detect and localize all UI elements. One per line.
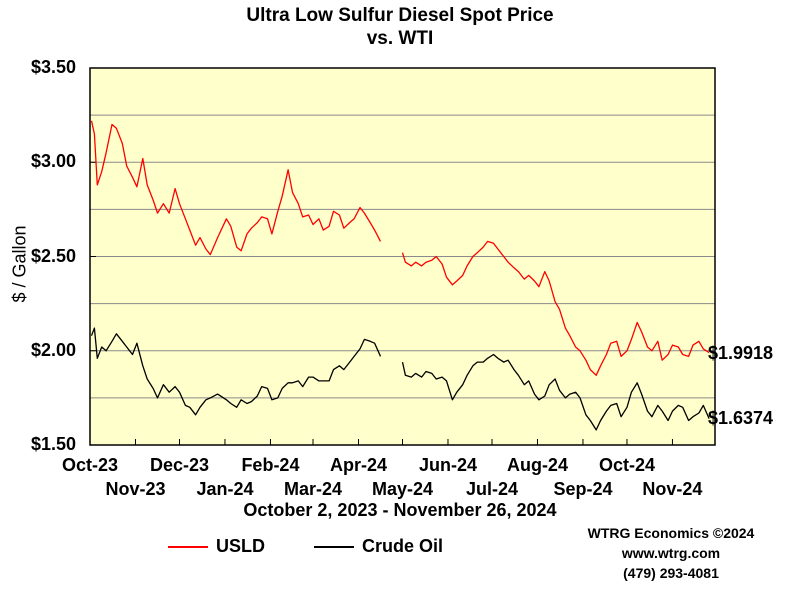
- x-tick-label: Apr-24: [329, 455, 387, 475]
- usld-series-line: [90, 120, 382, 256]
- x-tick-label: Jun-24: [418, 455, 477, 475]
- crude-series-line: [90, 327, 382, 416]
- x-tick-label: May-24: [371, 479, 434, 499]
- x-tick-label: Oct-24: [598, 455, 655, 475]
- x-tick-label: Nov-24: [642, 479, 703, 499]
- usld-end-value-label: $1.9918: [708, 343, 774, 363]
- x-tick-label: Jan-24: [196, 479, 254, 499]
- legend-crude-label: Crude Oil: [362, 536, 444, 556]
- x-tick-label: Feb-24: [241, 455, 300, 475]
- x-tick-label: Oct-23: [61, 455, 119, 475]
- x-tick-label: Sep-24: [553, 479, 613, 499]
- plot-border: [89, 67, 716, 446]
- y-tick-label: $3.00: [30, 151, 76, 172]
- credit-company: WTRG Economics ©2024: [587, 525, 755, 541]
- x-axis-label: October 2, 2023 - November 26, 2024: [243, 500, 557, 520]
- legend-usld: USLD: [168, 536, 265, 557]
- legend-crude-swatch: [314, 546, 354, 549]
- legend-usld-swatch: [168, 546, 208, 549]
- y-tick-label: $1.50: [30, 434, 76, 454]
- crude-end-value-label: $1.6374: [708, 408, 774, 428]
- y-tick-label: $3.50: [30, 57, 76, 77]
- crude-series-line: [401, 353, 710, 431]
- x-tick-label: Nov-23: [105, 479, 166, 499]
- y-tick-label: $2.50: [30, 245, 76, 266]
- credit-phone: (479) 293-4081: [623, 565, 719, 581]
- credit-website: www.wtrg.com: [621, 545, 721, 561]
- subtitle-line: vs. WTI: [366, 28, 434, 49]
- legend-crude: Crude Oil: [314, 536, 443, 557]
- x-tick-label: Jul-24: [465, 479, 518, 499]
- chart-title: Ultra Low Sulfur Diesel Spot Price vs. W…: [0, 4, 800, 50]
- x-tick-label: Mar-24: [283, 479, 343, 499]
- x-tick-label: Dec-23: [149, 455, 209, 475]
- title-line: Ultra Low Sulfur Diesel Spot Price: [246, 5, 554, 26]
- usld-series-line: [401, 240, 710, 376]
- legend-usld-label: USLD: [216, 536, 265, 556]
- y-tick-label: $2.00: [30, 339, 76, 360]
- x-tick-label: Aug-24: [506, 455, 568, 475]
